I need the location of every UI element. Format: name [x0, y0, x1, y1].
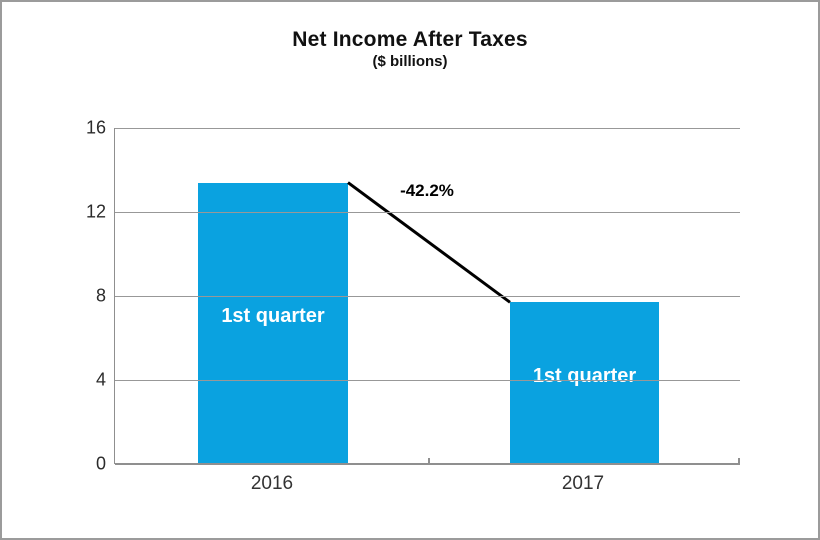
y-tick-label-4: 4 [95, 369, 106, 390]
y-tick-label-0: 0 [95, 453, 106, 474]
x-axis-tick-middle [428, 458, 430, 464]
gridline-4 [115, 380, 740, 381]
bar-2016: 1st quarter [198, 182, 348, 464]
plot-area: 1st quarter 1st quarter [114, 128, 740, 465]
y-tick-label-8: 8 [95, 285, 106, 306]
y-tick-label-12: 12 [85, 201, 106, 222]
bar-2017: 1st quarter [510, 302, 659, 464]
bar-label-2016: 1st quarter [221, 304, 325, 327]
percent-change-annotation: -42.2% [400, 181, 454, 200]
chart-subtitle: ($ billions) [372, 53, 448, 70]
y-axis-labels: 0 4 8 12 16 [2, 118, 106, 474]
chart-title: Net Income After Taxes [292, 28, 528, 51]
x-axis-line [115, 463, 740, 465]
bar-label-2017: 1st quarter [532, 364, 637, 387]
x-tick-label-2016: 2016 [250, 473, 294, 494]
x-axis-tick-right [738, 458, 740, 464]
gridline-8 [115, 296, 740, 297]
gridline-16 [115, 128, 740, 129]
y-tick-label-16: 16 [85, 117, 106, 138]
x-tick-label-2017: 2017 [561, 473, 605, 494]
gridline-12 [115, 212, 740, 213]
